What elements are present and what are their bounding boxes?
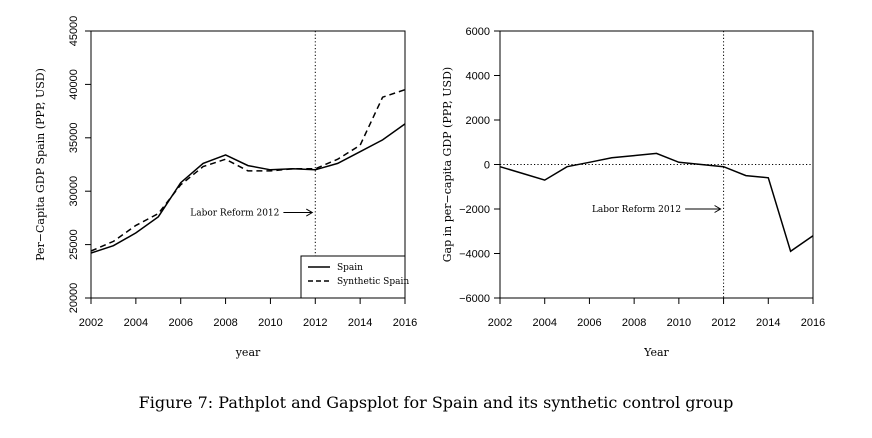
y-tick-label: 30000 bbox=[68, 176, 80, 207]
x-tick-label: 2014 bbox=[348, 317, 372, 329]
series-line-synthetic-spain bbox=[90, 88, 406, 252]
x-tick-label: 2016 bbox=[801, 317, 825, 329]
annotation-arrowhead bbox=[306, 208, 314, 217]
x-tick-label: 2002 bbox=[79, 317, 103, 329]
y-tick-label: 4000 bbox=[466, 71, 490, 83]
y-tick-label: 35000 bbox=[68, 123, 80, 154]
y-tick-label: 6000 bbox=[466, 26, 490, 38]
gap-series-line bbox=[499, 152, 814, 253]
y-tick-label: 20000 bbox=[68, 283, 80, 314]
y-tick-label: −4000 bbox=[459, 249, 490, 261]
y-tick-label: 0 bbox=[484, 160, 490, 172]
annotation-label: Labor Reform 2012 bbox=[592, 205, 681, 215]
x-tick-label: 2006 bbox=[577, 317, 601, 329]
legend-entry-label: Spain bbox=[337, 263, 363, 273]
x-tick-label: 2012 bbox=[303, 317, 327, 329]
legend-box bbox=[300, 255, 406, 299]
y-tick-label: 25000 bbox=[68, 229, 80, 260]
series-line-spain bbox=[90, 123, 406, 254]
x-tick-label: 2010 bbox=[258, 317, 282, 329]
gapsplot-panel: 2002 2004 2006 2008 2010 2012 2014 2016 −6000 −40… bbox=[441, 26, 825, 359]
x-axis-label: year bbox=[235, 346, 261, 359]
x-tick-label: 2006 bbox=[168, 317, 192, 329]
x-tick-label: 2008 bbox=[622, 317, 646, 329]
y-tick-label: 40000 bbox=[68, 69, 80, 100]
pathplot-panel: 2002 2004 2006 2008 2010 2012 2014 2016 20000 250… bbox=[34, 16, 417, 359]
y-axis-label: Gap in per−capita GDP (PPP, USD) bbox=[441, 67, 454, 262]
x-tick-label: 2002 bbox=[488, 317, 512, 329]
y-tick-label: −6000 bbox=[459, 293, 490, 305]
x-tick-label: 2008 bbox=[213, 317, 237, 329]
x-tick-label: 2004 bbox=[532, 317, 556, 329]
plot-frame bbox=[90, 30, 406, 299]
x-tick-label: 2014 bbox=[756, 317, 780, 329]
annotation-arrowhead bbox=[714, 205, 722, 213]
y-tick-label: 2000 bbox=[466, 115, 490, 127]
y-tick-label: −2000 bbox=[459, 204, 490, 216]
legend-entry-label: Synthetic Spain bbox=[337, 277, 409, 287]
y-axis-label: Per−Capita GDP Spain (PPP, USD) bbox=[34, 68, 47, 261]
x-tick-label: 2016 bbox=[393, 317, 417, 329]
annotation-label: Labor Reform 2012 bbox=[190, 209, 279, 219]
x-tick-label: 2004 bbox=[124, 317, 148, 329]
y-tick-label: 45000 bbox=[68, 16, 80, 47]
x-tick-label: 2010 bbox=[667, 317, 691, 329]
x-axis-label: Year bbox=[643, 346, 669, 359]
x-tick-label: 2012 bbox=[711, 317, 735, 329]
figure-caption: Figure 7: Pathplot and Gapsplot for Spai… bbox=[138, 393, 734, 412]
